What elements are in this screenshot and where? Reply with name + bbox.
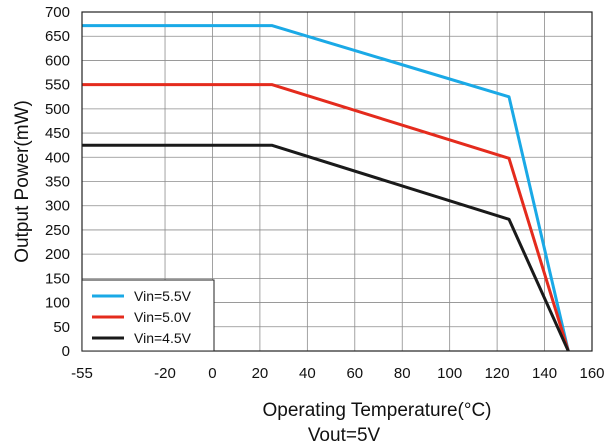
x-tick-label: -20 xyxy=(154,365,176,382)
y-tick-label: 700 xyxy=(45,4,70,21)
y-tick-label: 350 xyxy=(45,174,70,191)
y-tick-label: 300 xyxy=(45,198,70,215)
legend: Vin=5.5V Vin=5.0V Vin=4.5V xyxy=(81,279,215,352)
x-tick-label: 140 xyxy=(532,365,557,382)
y-tick-label: 400 xyxy=(45,149,70,166)
x-tick-label: 80 xyxy=(394,365,411,382)
x-tick-labels: -55 -20 0 20 40 60 80 100 120 140 160 xyxy=(71,365,604,382)
legend-label: Vin=4.5V xyxy=(134,330,192,346)
x-tick-label: 120 xyxy=(485,365,510,382)
legend-label: Vin=5.5V xyxy=(134,288,192,304)
y-tick-label: 600 xyxy=(45,52,70,69)
x-tick-label: 100 xyxy=(437,365,462,382)
y-tick-label: 50 xyxy=(53,319,70,336)
x-tick-label: -55 xyxy=(71,365,93,382)
legend-label: Vin=5.0V xyxy=(134,309,192,325)
y-tick-label: 250 xyxy=(45,222,70,239)
y-tick-label: 500 xyxy=(45,101,70,118)
y-tick-label: 150 xyxy=(45,270,70,287)
y-tick-label: 450 xyxy=(45,125,70,142)
y-tick-label: 550 xyxy=(45,77,70,94)
chart-subtitle: Vout=5V xyxy=(308,425,381,446)
x-tick-label: 0 xyxy=(208,365,216,382)
y-axis-title: Output Power(mW) xyxy=(12,100,33,263)
series-line xyxy=(82,24,570,352)
y-tick-labels: 0 50 100 150 200 250 300 350 400 450 500 550 600 650 7… xyxy=(45,4,70,360)
x-tick-label: 40 xyxy=(299,365,316,382)
y-tick-label: 0 xyxy=(62,343,70,360)
y-tick-label: 100 xyxy=(45,295,70,312)
y-tick-label: 200 xyxy=(45,246,70,263)
x-tick-label: 160 xyxy=(579,365,604,382)
series-lines xyxy=(82,24,570,352)
x-axis-title: Operating Temperature(°C) xyxy=(262,400,491,421)
x-tick-label: 60 xyxy=(346,365,363,382)
y-tick-label: 650 xyxy=(45,28,70,45)
series-line xyxy=(82,143,570,352)
plot-frame xyxy=(81,11,593,352)
series-line xyxy=(82,83,570,352)
x-tick-label: 20 xyxy=(252,365,269,382)
